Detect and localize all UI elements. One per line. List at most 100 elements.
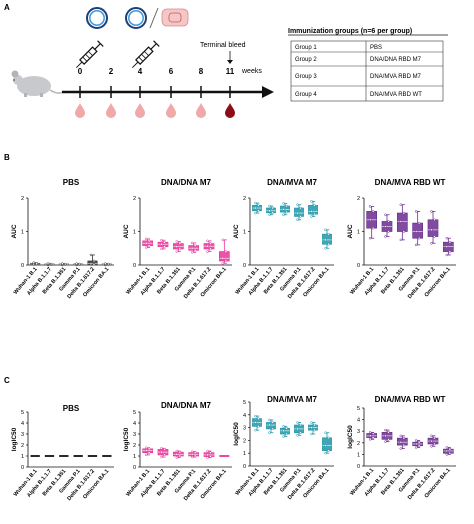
data-point bbox=[430, 241, 433, 245]
y-tick-label: 0 bbox=[21, 465, 24, 471]
data-point bbox=[178, 454, 182, 458]
data-point bbox=[190, 247, 194, 250]
data-point bbox=[254, 421, 257, 424]
blood-drop-icon bbox=[75, 103, 85, 118]
mouse-icon bbox=[11, 70, 64, 97]
y-axis-label: AUC bbox=[233, 224, 240, 238]
data-point bbox=[430, 434, 433, 438]
data-point bbox=[414, 210, 418, 213]
data-point bbox=[299, 206, 302, 210]
y-tick-label: 4 bbox=[243, 413, 246, 419]
data-point bbox=[371, 226, 375, 230]
blood-drop-icon bbox=[225, 103, 235, 118]
data-point bbox=[448, 250, 452, 253]
week-label: 11 bbox=[226, 67, 235, 76]
data-point bbox=[448, 447, 452, 451]
data-point bbox=[175, 245, 179, 248]
y-axis-label: logIC50 bbox=[11, 427, 18, 451]
chart-title: DNA/DNA M7 bbox=[161, 178, 211, 187]
box-0 bbox=[252, 201, 262, 215]
data-point bbox=[384, 225, 387, 228]
syringe-icon bbox=[76, 40, 104, 68]
y-tick-label: 5 bbox=[357, 406, 360, 412]
data-point bbox=[371, 436, 375, 439]
data-point bbox=[144, 246, 148, 249]
table-cell: Group 4 bbox=[295, 92, 317, 98]
data-point bbox=[144, 241, 148, 245]
y-tick-label: 1 bbox=[243, 451, 246, 457]
data-point bbox=[268, 423, 271, 427]
data-point bbox=[160, 450, 163, 454]
data-point bbox=[414, 442, 418, 446]
data-point bbox=[160, 447, 163, 450]
data-point bbox=[268, 418, 271, 422]
y-tick-label: 0 bbox=[357, 464, 360, 470]
data-point bbox=[257, 425, 260, 428]
data-point bbox=[178, 450, 182, 454]
data-point bbox=[282, 435, 285, 438]
y-tick-label: 1 bbox=[133, 230, 136, 236]
y-tick-label: 2 bbox=[133, 196, 136, 202]
data-point bbox=[271, 206, 274, 210]
box-3 bbox=[412, 210, 423, 247]
y-tick-label: 0 bbox=[133, 465, 136, 471]
blood-drops bbox=[75, 103, 235, 118]
data-point bbox=[163, 448, 166, 451]
data-point bbox=[299, 423, 302, 427]
data-point bbox=[310, 432, 313, 436]
table-cell: Group 2 bbox=[295, 57, 317, 63]
y-tick-label: 2 bbox=[357, 441, 360, 447]
data-point bbox=[368, 438, 372, 441]
data-point bbox=[414, 243, 418, 247]
data-point bbox=[414, 230, 418, 233]
data-point bbox=[78, 262, 81, 266]
data-point bbox=[324, 451, 327, 455]
y-tick-label: 1 bbox=[357, 452, 360, 458]
box-4 bbox=[203, 449, 215, 459]
data-point bbox=[313, 423, 316, 427]
y-axis-label: AUC bbox=[347, 224, 354, 238]
box-3 bbox=[188, 241, 200, 254]
data-point bbox=[402, 443, 406, 447]
chart-title: PBS bbox=[63, 178, 80, 187]
data-point bbox=[190, 453, 194, 456]
data-point bbox=[448, 451, 452, 455]
week-label: 8 bbox=[199, 67, 204, 76]
box-2 bbox=[173, 449, 184, 459]
weeks-unit-label: weeks bbox=[241, 68, 262, 75]
data-point bbox=[282, 213, 285, 216]
data-point bbox=[193, 454, 197, 458]
data-point bbox=[35, 262, 38, 265]
data-point bbox=[387, 431, 390, 434]
data-point bbox=[430, 210, 433, 213]
box-body bbox=[266, 422, 276, 430]
blood-drop-icon bbox=[135, 103, 145, 118]
data-point bbox=[430, 228, 433, 232]
data-point bbox=[417, 236, 421, 240]
data-point bbox=[147, 239, 151, 243]
data-point bbox=[399, 434, 403, 438]
box-body bbox=[294, 207, 304, 217]
data-point bbox=[224, 250, 228, 253]
week-label: 6 bbox=[169, 67, 174, 76]
immunization-schedule: Terminal bleed 0 2 4 6 8 11 weeks bbox=[11, 7, 274, 118]
box-body bbox=[322, 437, 332, 451]
y-tick-label: 4 bbox=[133, 421, 136, 427]
data-point bbox=[414, 446, 418, 449]
data-point bbox=[160, 247, 163, 251]
data-point bbox=[144, 449, 148, 452]
data-point bbox=[271, 211, 274, 214]
data-point bbox=[206, 239, 209, 243]
data-point bbox=[285, 426, 288, 430]
box-1 bbox=[381, 213, 393, 238]
data-point bbox=[271, 427, 274, 431]
data-point bbox=[433, 218, 436, 222]
chart-title: DNA/DNA M7 bbox=[161, 401, 211, 410]
data-point bbox=[254, 414, 257, 418]
data-point bbox=[144, 446, 148, 449]
data-point bbox=[206, 449, 209, 453]
box-4 bbox=[203, 239, 215, 253]
